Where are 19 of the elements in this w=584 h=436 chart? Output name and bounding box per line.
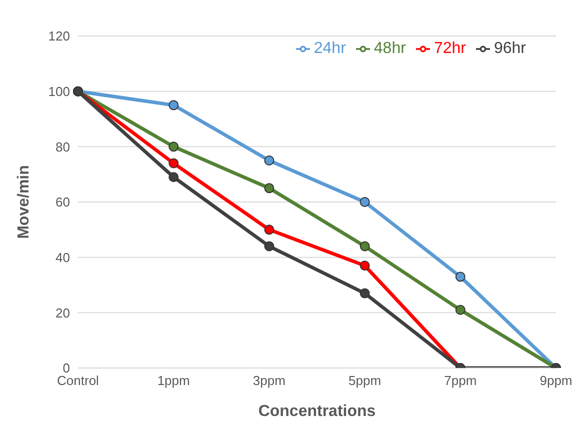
- y-axis-title: Move/min: [16, 165, 33, 239]
- x-tick-label: Control: [57, 373, 100, 388]
- legend-label: 48hr: [374, 40, 406, 57]
- x-tick-label: 9ppm: [540, 373, 572, 388]
- legend-label: 24hr: [314, 40, 346, 57]
- y-tick-label: 0: [62, 360, 70, 376]
- x-tick-label: 3ppm: [252, 373, 286, 388]
- x-tick-label: 7ppm: [444, 373, 477, 388]
- x-axis-title: Concentrations: [258, 403, 376, 420]
- legend-label: 72hr: [434, 40, 466, 57]
- y-tick-label: 120: [48, 28, 70, 44]
- x-tick-label: 1ppm: [157, 373, 190, 388]
- legend-label: 96hr: [494, 40, 526, 57]
- y-tick-label: 40: [56, 250, 70, 265]
- y-tick-label: 20: [56, 305, 70, 320]
- y-tick-label: 100: [48, 84, 70, 99]
- y-tick-label: 60: [56, 194, 70, 210]
- x-tick-label: 5ppm: [348, 373, 382, 388]
- y-tick-label: 80: [56, 139, 70, 154]
